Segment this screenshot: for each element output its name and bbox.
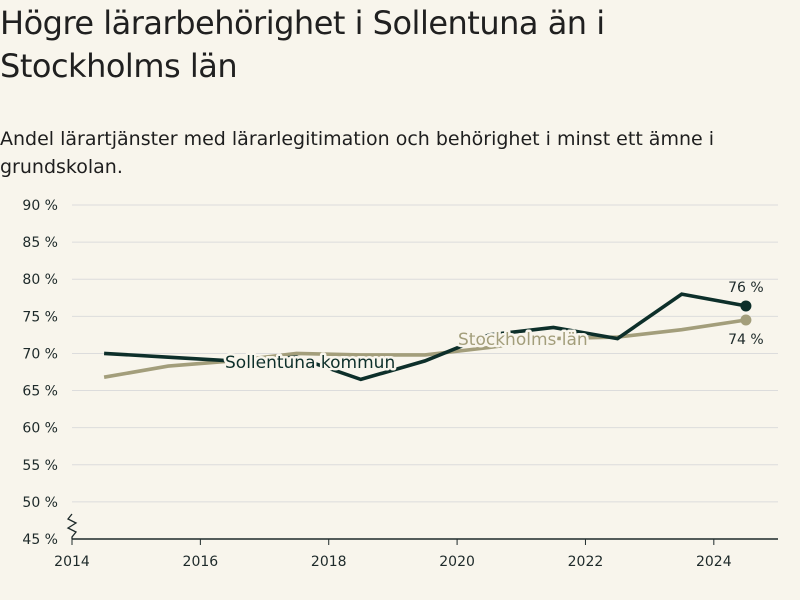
y-axis-ticks: 45 % 50 % 55 % 60 % 65 % 70 % 75 % 80 % 85 % 90 % [22,198,58,548]
y-tick-label-50: 50 % [22,495,58,511]
end-value-label-0: 76 % [728,280,764,296]
chart-subtitle: Andel lärartjänster med lärarlegitimatio… [0,128,715,178]
y-tick-label-55: 55 % [22,458,58,474]
x-tick-label-2014: 2014 [54,554,90,570]
series-endpoint-1 [740,314,752,326]
y-tick-label-70: 70 % [22,346,58,362]
x-tick-label-2022: 2022 [568,554,604,570]
x-tick-label-2020: 2020 [439,554,475,570]
axis-break-icon [66,513,78,539]
series-lines [103,292,752,382]
series-name-label-0: Sollentuna kommun [225,353,395,373]
chart-title: Högre lärarbehörighet i Sollentuna än i … [0,4,605,85]
series-line-1 [103,318,747,379]
y-tick-label-75: 75 % [22,309,58,325]
x-axis-ticks: 2014 2016 2018 2020 2022 2024 [54,539,732,570]
end-value-label-1: 74 % [728,332,764,348]
x-tick-label-2016: 2016 [183,554,219,570]
y-tick-label-90: 90 % [22,198,58,214]
series-line-0 [103,292,747,382]
x-tick-label-2024: 2024 [696,554,732,570]
x-tick-label-2018: 2018 [311,554,347,570]
series-name-label-1: Stockholms län [458,330,588,350]
series-labels: Sollentuna kommun Stockholms län 76 % 74 % [223,280,764,376]
y-tick-label-80: 80 % [22,272,58,288]
y-tick-label-65: 65 % [22,384,58,400]
series-endpoint-0 [740,300,752,312]
y-tick-label-85: 85 % [22,235,58,251]
y-tick-label-60: 60 % [22,421,58,437]
y-tick-label-45: 45 % [22,532,58,548]
